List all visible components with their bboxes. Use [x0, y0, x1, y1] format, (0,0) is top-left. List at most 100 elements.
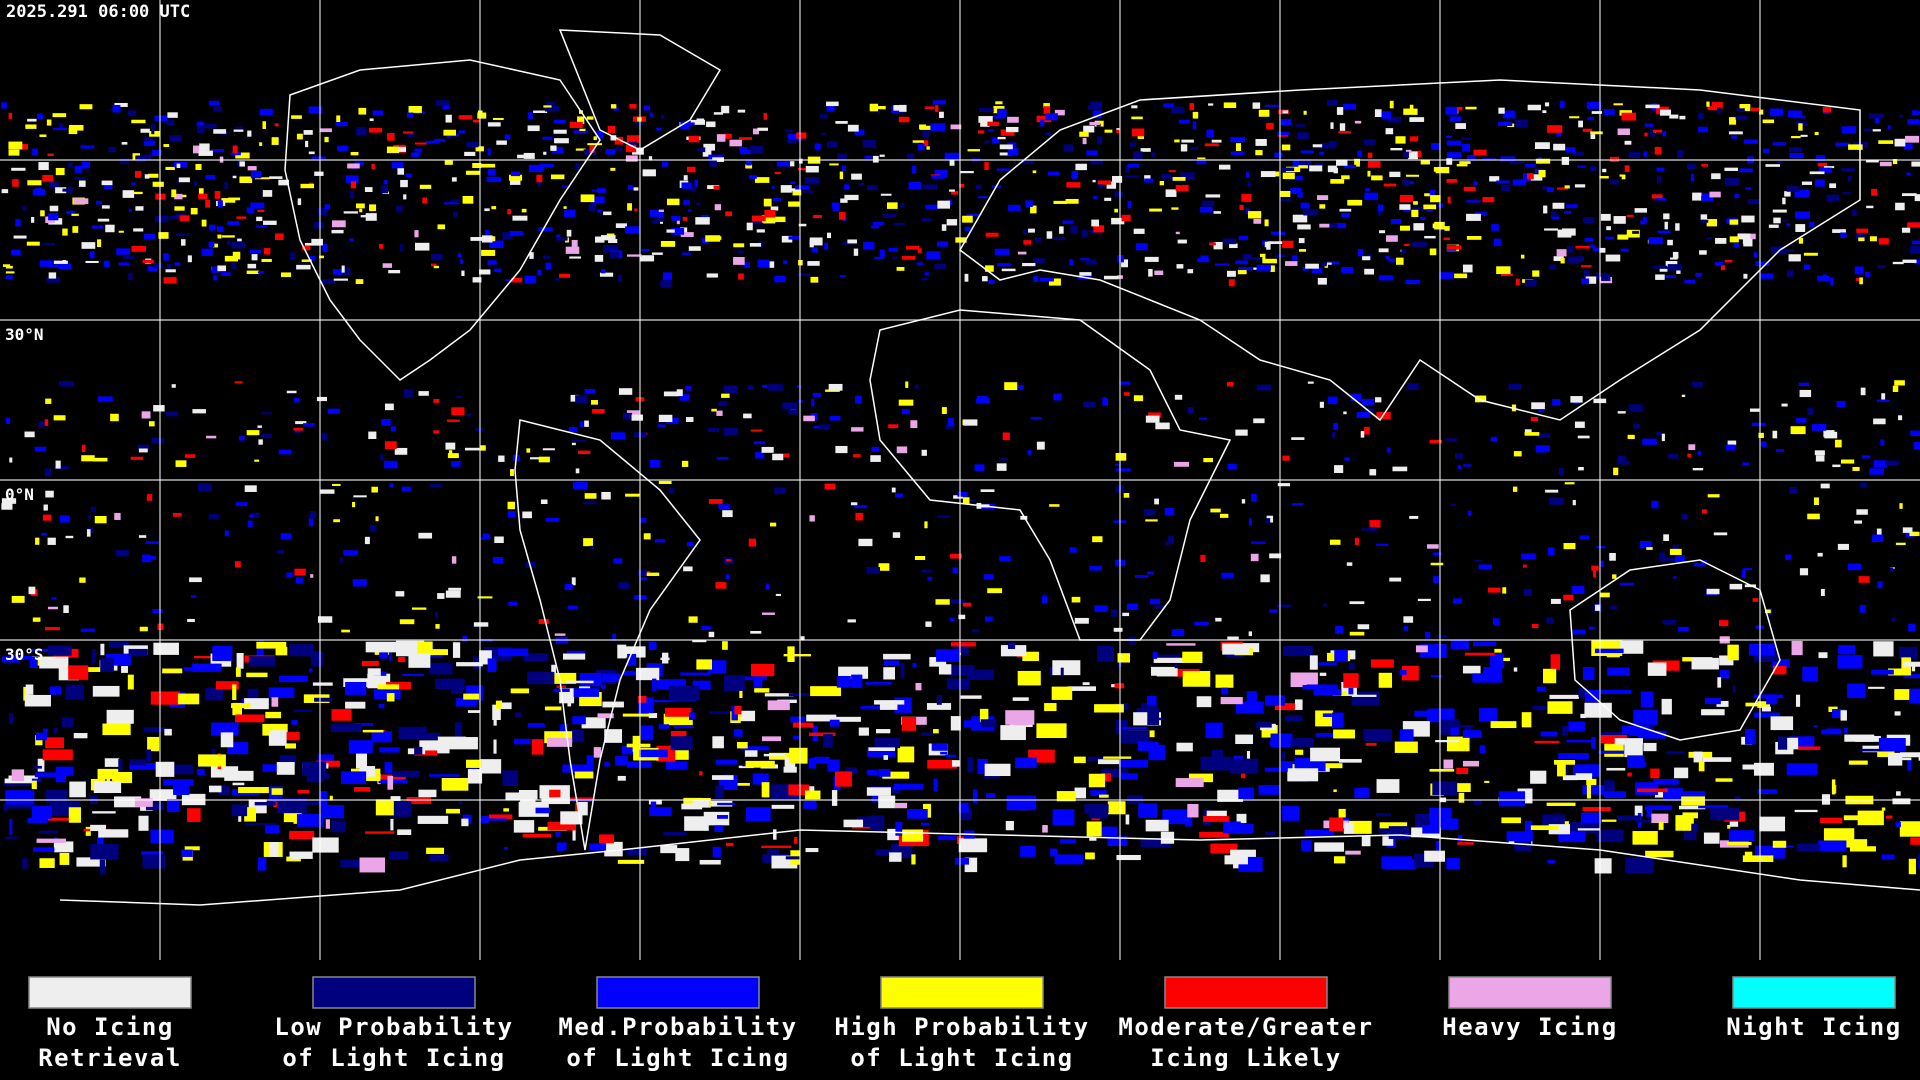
icing-patch — [640, 725, 653, 741]
icing-patch — [1783, 219, 1788, 222]
icing-patch — [129, 759, 146, 766]
icing-patch — [1590, 165, 1597, 171]
icing-patch — [1543, 205, 1548, 214]
icing-patch — [978, 130, 985, 134]
icing-patch — [1456, 164, 1468, 167]
icing-patch — [1512, 486, 1518, 492]
icing-patch — [829, 163, 839, 166]
icing-patch — [173, 781, 190, 795]
icing-patch — [1046, 231, 1053, 239]
icing-patch — [1235, 701, 1264, 714]
icing-patch — [239, 176, 253, 184]
icing-patch — [916, 262, 924, 265]
icing-patch — [1217, 789, 1244, 802]
icing-patch — [1131, 116, 1143, 120]
icing-patch — [523, 152, 535, 159]
icing-patch — [1523, 564, 1527, 568]
coastlines — [59, 29, 1920, 906]
icing-patch — [345, 175, 359, 183]
icing-patch — [1902, 259, 1917, 263]
icing-patch — [746, 222, 753, 231]
icing-patch — [854, 505, 868, 509]
icing-patch — [626, 135, 640, 143]
icing-patch — [1022, 262, 1036, 267]
icing-patch — [1473, 149, 1487, 156]
icing-patch — [262, 764, 289, 772]
icing-patch — [244, 698, 269, 710]
icing-patch — [177, 693, 200, 705]
legend-label: No Icing — [46, 1013, 174, 1041]
icing-patch — [893, 105, 902, 111]
icing-patch — [631, 414, 644, 421]
icing-patch — [796, 385, 802, 388]
icing-patch — [603, 211, 612, 216]
icing-patch — [1659, 268, 1668, 272]
icing-patch — [666, 229, 675, 233]
icing-patch — [296, 577, 304, 584]
icing-patch — [258, 439, 263, 445]
icing-patch — [1513, 451, 1522, 457]
icing-patch — [1277, 131, 1290, 136]
icing-patch — [1551, 216, 1559, 219]
icing-patch — [112, 104, 121, 113]
icing-patch — [428, 662, 453, 675]
icing-patch — [1488, 587, 1501, 593]
icing-patch — [1092, 179, 1096, 183]
icing-patch — [1753, 712, 1780, 718]
icing-patch — [1090, 159, 1103, 165]
icing-patch — [1374, 109, 1382, 117]
icing-patch — [347, 163, 360, 169]
icing-patch — [4, 778, 32, 785]
icing-patch — [451, 460, 461, 467]
icing-patch — [146, 749, 152, 763]
icing-patch — [246, 430, 260, 436]
icing-patch — [706, 273, 718, 278]
icing-patch — [812, 392, 821, 397]
icing-patch — [901, 409, 910, 415]
icing-patch — [717, 802, 736, 806]
icing-patch — [1260, 171, 1276, 178]
icing-patch — [371, 163, 375, 169]
icing-patch — [155, 761, 175, 777]
icing-patch — [341, 265, 345, 273]
icing-patch — [1175, 231, 1180, 235]
icing-patch — [1163, 103, 1174, 108]
icing-patch — [1310, 747, 1341, 762]
icing-patch — [445, 590, 461, 598]
icing-patch — [1073, 756, 1086, 764]
icing-patch — [716, 410, 723, 416]
icing-patch — [330, 724, 362, 733]
icing-patch — [878, 563, 890, 571]
icing-patch — [886, 202, 898, 209]
icing-patch — [1319, 142, 1329, 149]
icing-patch — [1724, 259, 1733, 263]
icing-patch — [1521, 553, 1536, 560]
icing-patch — [1282, 806, 1300, 821]
icing-patch — [896, 267, 905, 271]
icing-patch — [1716, 700, 1729, 707]
icing-patch — [196, 768, 205, 775]
icing-patch — [680, 121, 690, 130]
legend-swatch — [1164, 976, 1328, 1009]
icing-patch — [44, 419, 49, 426]
icing-patch — [1752, 598, 1759, 602]
icing-patch — [291, 115, 302, 119]
icing-patch — [127, 191, 143, 195]
icing-patch — [1239, 204, 1244, 211]
icing-patch — [330, 820, 346, 833]
icing-patch — [1424, 193, 1432, 197]
icing-patch — [47, 645, 72, 656]
icing-patch — [1282, 172, 1295, 180]
icing-patch — [1698, 805, 1729, 809]
icing-patch — [536, 174, 543, 183]
icing-patch — [1677, 626, 1689, 632]
icing-patch — [1348, 662, 1355, 671]
icing-patch — [1161, 174, 1171, 180]
icing-patch — [924, 106, 935, 109]
icing-patch — [1290, 737, 1314, 747]
icing-patch — [72, 226, 79, 233]
icing-patch — [663, 831, 687, 836]
icing-patch — [745, 164, 753, 169]
icing-patch — [48, 213, 59, 221]
icing-patch — [662, 272, 673, 281]
